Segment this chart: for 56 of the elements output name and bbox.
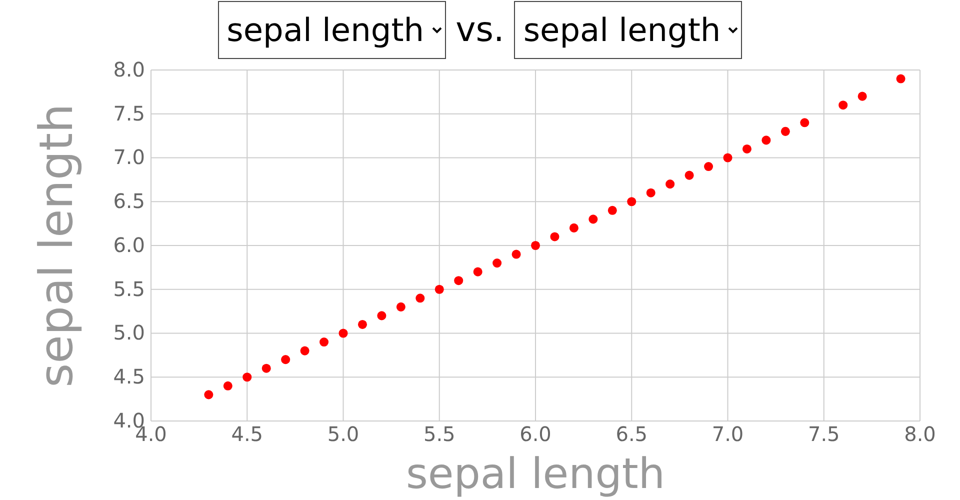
point <box>338 328 348 338</box>
x-tick-label: 6.0 <box>520 422 552 446</box>
point <box>281 355 290 364</box>
point <box>569 223 578 232</box>
text: sepal length <box>406 449 666 498</box>
y-tick-label: 4.5 <box>113 364 145 389</box>
point <box>627 197 636 206</box>
point <box>358 320 367 329</box>
y-tick-label: 6.5 <box>113 189 145 214</box>
x-tick-label: 4.5 <box>231 422 264 446</box>
point <box>223 381 232 390</box>
y-tick-label: 5.5 <box>113 276 145 301</box>
point <box>550 232 560 242</box>
point <box>608 206 617 215</box>
point <box>530 240 540 250</box>
x-tick-label: 6.5 <box>616 422 648 446</box>
point <box>262 364 271 373</box>
point <box>762 136 771 145</box>
point <box>838 100 848 110</box>
point <box>416 294 425 303</box>
point <box>454 276 464 286</box>
point <box>473 267 482 276</box>
y-tick-label: 5.0 <box>113 320 145 345</box>
point <box>377 311 386 320</box>
x-select[interactable]: sepal length <box>514 1 742 59</box>
point <box>896 74 906 84</box>
x-tick-label: 7.5 <box>808 422 840 446</box>
point <box>646 188 656 198</box>
x-tick-label: 5.0 <box>327 422 360 446</box>
point <box>742 144 752 154</box>
y-tick-label: 7.0 <box>113 145 145 170</box>
x-tick-label: 8.0 <box>904 422 936 446</box>
point <box>492 258 502 268</box>
point <box>800 118 810 128</box>
point <box>434 284 444 294</box>
y-select[interactable]: sepal length <box>218 1 446 59</box>
point <box>666 180 675 189</box>
point <box>704 162 714 172</box>
point <box>723 153 732 162</box>
point <box>204 390 214 400</box>
point <box>780 126 790 136</box>
x-tick-label: 5.5 <box>423 422 456 446</box>
point <box>684 170 694 180</box>
point <box>242 372 252 382</box>
x-tick-label: 7.0 <box>712 422 744 446</box>
point <box>588 214 598 224</box>
point <box>858 92 867 101</box>
text: vs. <box>456 10 504 50</box>
point <box>396 302 406 312</box>
text: sepal length <box>29 104 83 388</box>
point <box>320 338 329 347</box>
y-tick-label: 7.5 <box>113 101 145 126</box>
point <box>300 346 310 356</box>
y-tick-label: 8.0 <box>113 57 145 82</box>
y-tick-label: 6.0 <box>113 232 145 257</box>
point <box>512 250 521 259</box>
